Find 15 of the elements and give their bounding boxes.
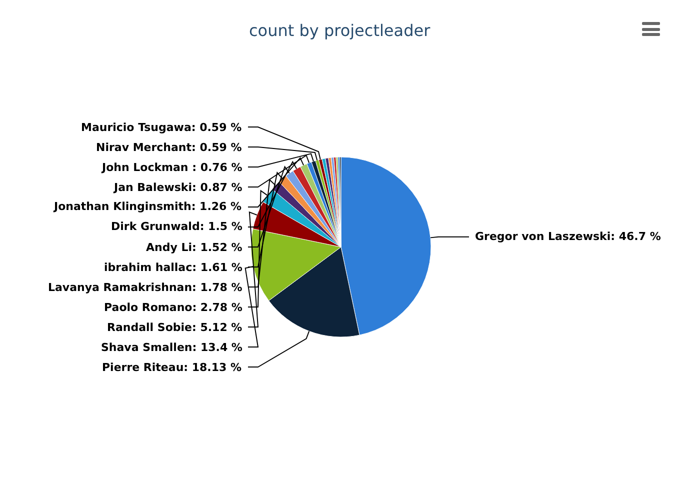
slice-label: Shava Smallen: 13.4 % — [101, 341, 242, 354]
slice-label: John Lockman : 0.76 % — [101, 161, 242, 174]
slice-label: Pierre Riteau: 18.13 % — [102, 361, 242, 374]
slice-label: Lavanya Ramakrishnan: 1.78 % — [48, 281, 242, 294]
slice-label: Mauricio Tsugawa: 0.59 % — [81, 121, 242, 134]
slice-label: Dirk Grunwald: 1.5 % — [111, 220, 242, 233]
slice-label: Paolo Romano: 2.78 % — [104, 301, 242, 314]
chart-title: count by projectleader — [249, 21, 431, 40]
slice-label: Gregor von Laszewski: 46.7 % — [475, 230, 661, 243]
slice-label: Randall Sobie: 5.12 % — [107, 321, 242, 334]
slice-label: ibrahim hallac: 1.61 % — [104, 261, 242, 274]
slice-label: Nirav Merchant: 0.59 % — [96, 141, 242, 154]
slice-label: Jan Balewski: 0.87 % — [113, 181, 242, 194]
slice-label: Jonathan Klinginsmith: 1.26 % — [53, 200, 242, 213]
slice-label: Andy Li: 1.52 % — [146, 241, 242, 254]
